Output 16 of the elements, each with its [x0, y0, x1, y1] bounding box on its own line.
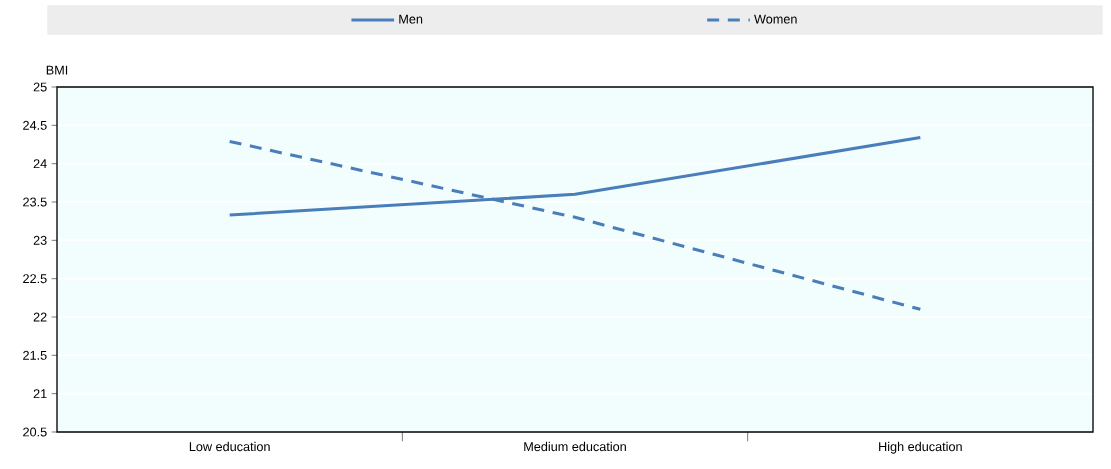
- y-tick-label: 23.5: [23, 197, 47, 207]
- y-tick-label: 20.5: [23, 427, 47, 437]
- y-tick-label: 21: [33, 389, 47, 399]
- legend-label: Women: [754, 14, 797, 24]
- y-tick-label: 22.5: [23, 274, 47, 284]
- y-tick-label: 24.5: [23, 120, 47, 130]
- y-axis-title: BMI: [46, 65, 68, 75]
- x-tick-label: Medium education: [524, 441, 626, 452]
- legend-label: Men: [399, 14, 423, 24]
- y-tick-label: 21.5: [23, 350, 47, 360]
- x-tick-label: Low education: [189, 441, 270, 452]
- y-tick-label: 23: [33, 235, 47, 245]
- y-tick-label: 25: [33, 82, 47, 92]
- y-tick-label: 22: [33, 312, 47, 322]
- y-tick-label: 24: [33, 159, 47, 169]
- x-tick-label: High education: [879, 441, 962, 454]
